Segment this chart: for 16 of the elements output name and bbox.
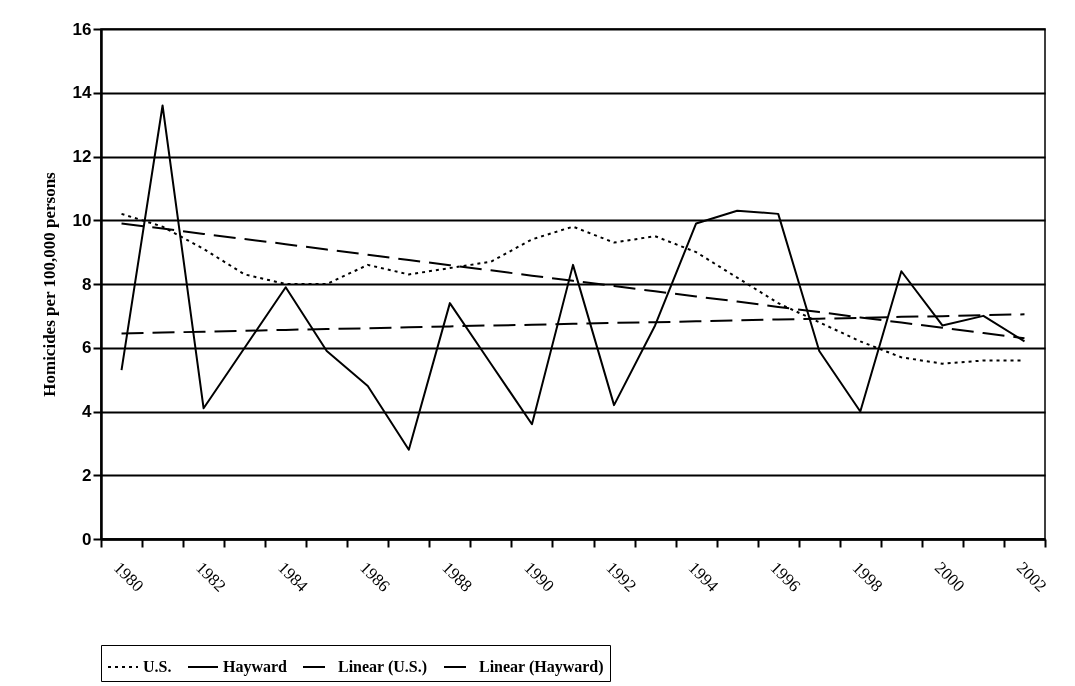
y-tick-label: 8 <box>82 274 92 294</box>
x-tick-label: 1980 <box>110 558 148 596</box>
y-tick-label: 2 <box>82 465 92 485</box>
legend-label: U.S. <box>143 658 172 675</box>
x-tick-label: 1990 <box>520 558 558 596</box>
y-axis-title: Homicides per 100,000 persons <box>39 171 59 397</box>
y-tick-label: 4 <box>82 402 93 421</box>
legend-label: Hayward <box>223 658 288 676</box>
y-tick-label: 0 <box>82 529 92 549</box>
y-tick-label: 12 <box>72 147 92 166</box>
y-tick-label: 16 <box>72 19 92 39</box>
legend-label: Linear (Hayward) <box>479 658 604 676</box>
legend-label: Linear (U.S.) <box>338 658 428 676</box>
y-tick-label: 6 <box>82 338 92 358</box>
y-tick-label: 14 <box>72 83 93 103</box>
y-tick-label: 10 <box>72 210 92 230</box>
